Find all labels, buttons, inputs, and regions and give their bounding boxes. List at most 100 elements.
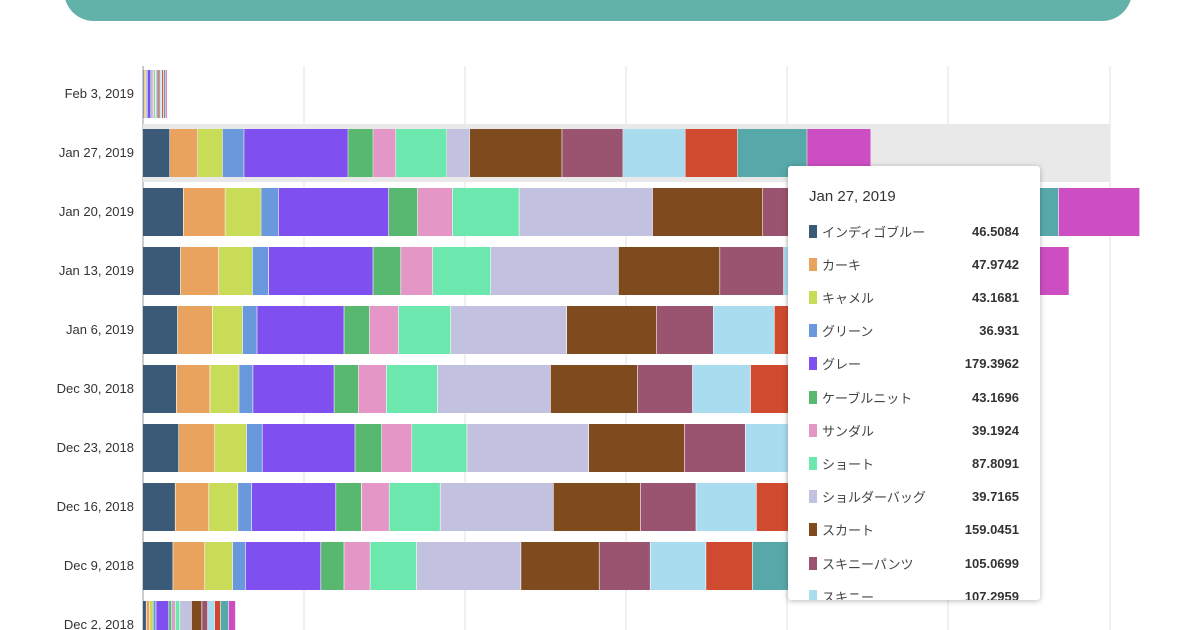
- bar-segment[interactable]: [433, 247, 491, 295]
- bar-segment[interactable]: [242, 306, 257, 354]
- bar-segment[interactable]: [175, 483, 209, 531]
- bar-segment[interactable]: [205, 542, 233, 590]
- bar-segment[interactable]: [253, 365, 334, 413]
- bar-segment[interactable]: [386, 365, 437, 413]
- bar-segment[interactable]: [553, 483, 640, 531]
- bar-segment[interactable]: [153, 601, 156, 630]
- bar-segment[interactable]: [692, 365, 751, 413]
- bar-segment[interactable]: [373, 129, 396, 177]
- bar-segment[interactable]: [358, 365, 386, 413]
- bar-segment[interactable]: [180, 247, 219, 295]
- bar-segment[interactable]: [451, 306, 567, 354]
- bar-segment[interactable]: [650, 542, 706, 590]
- bar-segment[interactable]: [262, 424, 355, 472]
- bar-segment[interactable]: [696, 483, 756, 531]
- bar-segment[interactable]: [252, 247, 269, 295]
- bar-segment[interactable]: [143, 247, 181, 295]
- bar-segment[interactable]: [222, 129, 244, 177]
- bar-segment[interactable]: [656, 306, 714, 354]
- bar-segment[interactable]: [713, 306, 774, 354]
- bar-segment[interactable]: [172, 601, 175, 630]
- bar-segment[interactable]: [336, 483, 361, 531]
- bar-segment[interactable]: [208, 601, 215, 630]
- bar-segment[interactable]: [396, 129, 447, 177]
- bar-segment[interactable]: [567, 306, 657, 354]
- bar-segment[interactable]: [202, 601, 208, 630]
- bar-segment[interactable]: [321, 542, 344, 590]
- bar-segment[interactable]: [401, 247, 433, 295]
- bar-segment[interactable]: [155, 70, 157, 118]
- bar-segment[interactable]: [412, 424, 467, 472]
- bar-segment[interactable]: [344, 542, 370, 590]
- bar-segment[interactable]: [209, 483, 238, 531]
- bar-segment[interactable]: [143, 483, 175, 531]
- bar-segment[interactable]: [232, 542, 246, 590]
- bar-segment[interactable]: [239, 365, 253, 413]
- bar-segment[interactable]: [169, 601, 172, 630]
- bar-segment[interactable]: [637, 365, 693, 413]
- bar-segment[interactable]: [245, 542, 321, 590]
- bar-segment[interactable]: [550, 365, 638, 413]
- bar-segment[interactable]: [618, 247, 720, 295]
- bar-segment[interactable]: [212, 306, 243, 354]
- bar-segment[interactable]: [160, 70, 162, 118]
- bar-segment[interactable]: [470, 129, 562, 177]
- bar-segment[interactable]: [147, 70, 151, 118]
- bar-segment[interactable]: [197, 129, 223, 177]
- bar-segment[interactable]: [165, 70, 167, 118]
- bar-segment[interactable]: [416, 542, 521, 590]
- bar-segment[interactable]: [268, 247, 373, 295]
- bar-segment[interactable]: [685, 129, 738, 177]
- bar-segment[interactable]: [173, 542, 205, 590]
- bar-segment[interactable]: [369, 306, 399, 354]
- bar-segment[interactable]: [175, 601, 180, 630]
- bar-segment[interactable]: [150, 601, 153, 630]
- bar-segment[interactable]: [348, 129, 373, 177]
- bar-segment[interactable]: [640, 483, 696, 531]
- bar-segment[interactable]: [261, 188, 279, 236]
- bar-segment[interactable]: [180, 601, 192, 630]
- bar-segment[interactable]: [210, 365, 239, 413]
- bar-segment[interactable]: [154, 70, 156, 118]
- bar-segment[interactable]: [156, 601, 169, 630]
- bar-segment[interactable]: [589, 424, 685, 472]
- bar-segment[interactable]: [163, 70, 165, 118]
- bar-segment[interactable]: [437, 365, 551, 413]
- bar-segment[interactable]: [246, 424, 262, 472]
- bar-segment[interactable]: [720, 247, 784, 295]
- bar-segment[interactable]: [162, 70, 164, 118]
- bar-segment[interactable]: [214, 424, 247, 472]
- bar-segment[interactable]: [417, 188, 453, 236]
- bar-segment[interactable]: [491, 247, 618, 295]
- bar-segment[interactable]: [220, 601, 229, 630]
- bar-segment[interactable]: [344, 306, 370, 354]
- bar-segment[interactable]: [176, 365, 210, 413]
- bar-segment[interactable]: [440, 483, 554, 531]
- bar-segment[interactable]: [389, 483, 440, 531]
- bar-segment[interactable]: [519, 188, 653, 236]
- bar-segment[interactable]: [452, 188, 519, 236]
- bar-segment[interactable]: [684, 424, 745, 472]
- bar-segment[interactable]: [562, 129, 623, 177]
- bar-segment[interactable]: [228, 601, 236, 630]
- bar-segment[interactable]: [143, 601, 146, 630]
- bar-segment[interactable]: [143, 542, 173, 590]
- bar-segment[interactable]: [373, 247, 401, 295]
- bar-segment[interactable]: [252, 483, 336, 531]
- bar-segment[interactable]: [257, 306, 344, 354]
- bar-segment[interactable]: [447, 129, 470, 177]
- bar-segment[interactable]: [146, 601, 150, 630]
- bar-segment[interactable]: [146, 70, 148, 118]
- bar-segment[interactable]: [244, 129, 348, 177]
- bar-segment[interactable]: [398, 306, 451, 354]
- bar-segment[interactable]: [177, 306, 212, 354]
- bar-segment[interactable]: [652, 188, 763, 236]
- bar-segment[interactable]: [159, 70, 160, 118]
- bar-segment[interactable]: [706, 542, 752, 590]
- bar-segment[interactable]: [145, 70, 146, 118]
- bar-segment[interactable]: [144, 70, 145, 118]
- bar-segment[interactable]: [1058, 188, 1140, 236]
- bar-segment[interactable]: [151, 70, 152, 118]
- bar-segment[interactable]: [143, 70, 144, 118]
- bar-segment[interactable]: [157, 70, 159, 118]
